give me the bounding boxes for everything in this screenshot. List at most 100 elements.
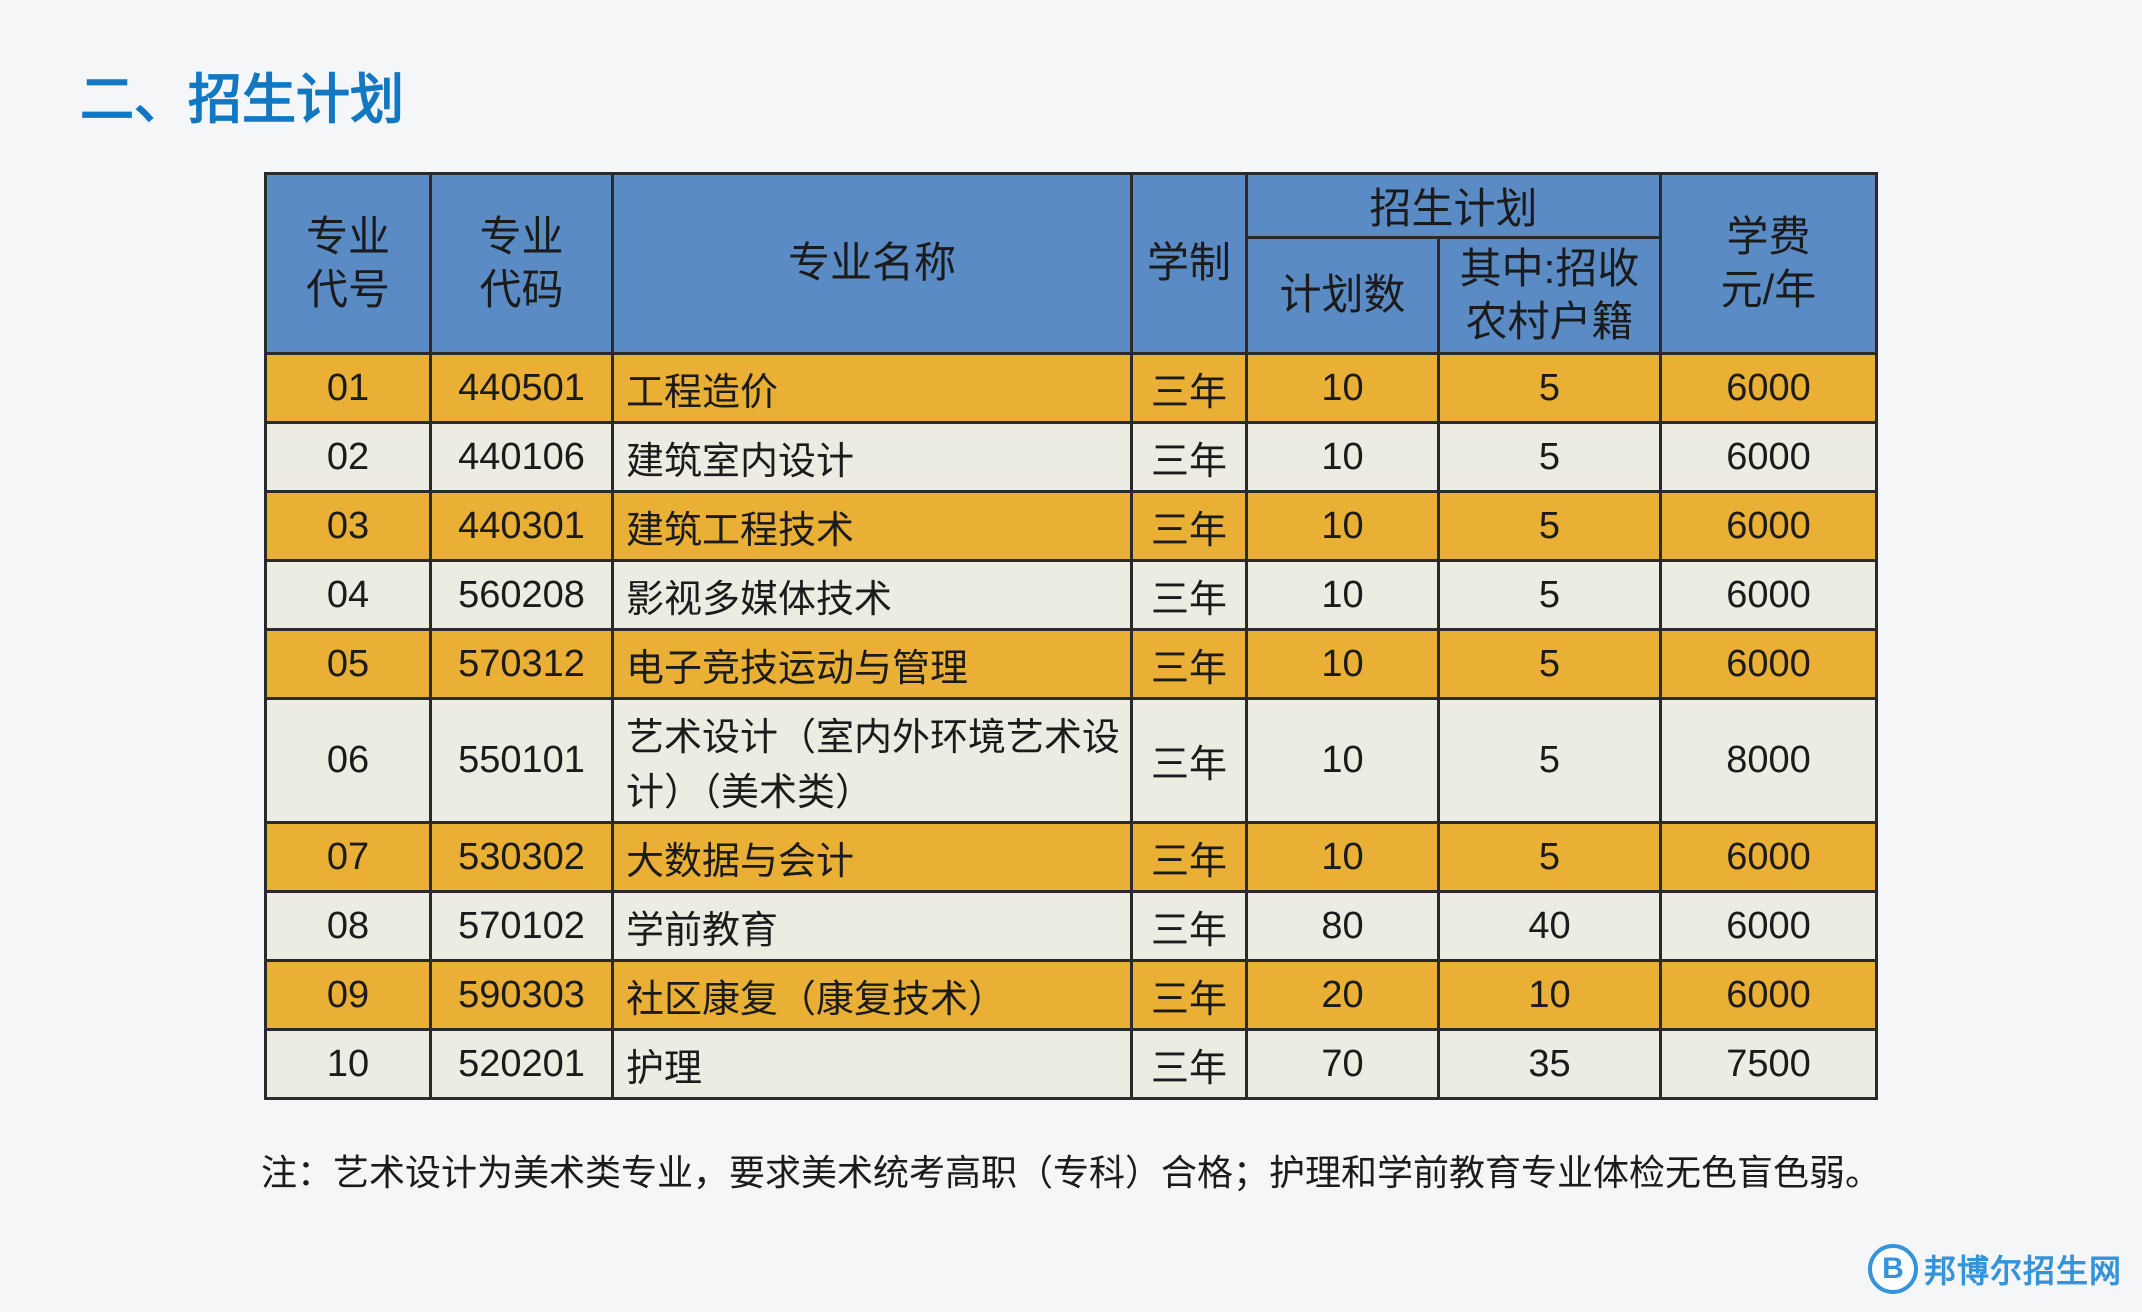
- slide-container: 二、招生计划 专业代号 专业代码 专业名称 学制 招生计划 学费元/年 计划数 …: [0, 0, 2142, 1312]
- cell-rural: 5: [1439, 423, 1661, 492]
- cell-years: 三年: [1132, 630, 1247, 699]
- watermark-text: 邦博尔招生网: [1924, 1246, 2122, 1292]
- th-plan-rural: 其中:招收农村户籍: [1439, 238, 1661, 354]
- watermark: B 邦博尔招生网: [1868, 1244, 2122, 1294]
- cell-plan: 20: [1247, 961, 1439, 1030]
- cell-fee: 7500: [1661, 1030, 1877, 1099]
- table-row: 05570312电子竞技运动与管理三年1056000: [266, 630, 1877, 699]
- cell-code: 440301: [431, 492, 613, 561]
- cell-years: 三年: [1132, 892, 1247, 961]
- cell-fee: 6000: [1661, 423, 1877, 492]
- cell-years: 三年: [1132, 699, 1247, 823]
- cell-code: 590303: [431, 961, 613, 1030]
- cell-code: 560208: [431, 561, 613, 630]
- th-line: 代码: [479, 266, 563, 313]
- watermark-badge-icon: B: [1868, 1244, 1918, 1294]
- cell-rural: 5: [1439, 492, 1661, 561]
- table-row: 09590303社区康复（康复技术）三年20106000: [266, 961, 1877, 1030]
- cell-code: 440501: [431, 354, 613, 423]
- cell-name: 电子竞技运动与管理: [613, 630, 1132, 699]
- header-row-1: 专业代号 专业代码 专业名称 学制 招生计划 学费元/年: [266, 174, 1877, 238]
- th-major-id: 专业代号: [266, 174, 431, 354]
- cell-years: 三年: [1132, 561, 1247, 630]
- cell-fee: 6000: [1661, 630, 1877, 699]
- cell-plan: 80: [1247, 892, 1439, 961]
- cell-fee: 6000: [1661, 561, 1877, 630]
- cell-id: 10: [266, 1030, 431, 1099]
- th-major-name: 专业名称: [613, 174, 1132, 354]
- cell-plan: 10: [1247, 354, 1439, 423]
- table-row: 10520201护理三年70357500: [266, 1030, 1877, 1099]
- note-container: 注：艺术设计为美术类专业，要求美术统考高职（专科）合格；护理和学前教育专业体检无…: [80, 1144, 2062, 1196]
- cell-id: 01: [266, 354, 431, 423]
- cell-id: 04: [266, 561, 431, 630]
- cell-rural: 5: [1439, 823, 1661, 892]
- cell-name: 学前教育: [613, 892, 1132, 961]
- table-row: 01440501工程造价三年1056000: [266, 354, 1877, 423]
- table-row: 02440106建筑室内设计三年1056000: [266, 423, 1877, 492]
- cell-plan: 10: [1247, 823, 1439, 892]
- cell-name: 影视多媒体技术: [613, 561, 1132, 630]
- th-line: 其中:招收: [1460, 245, 1640, 292]
- cell-plan: 10: [1247, 630, 1439, 699]
- table-body: 01440501工程造价三年105600002440106建筑室内设计三年105…: [266, 354, 1877, 1099]
- cell-rural: 5: [1439, 561, 1661, 630]
- cell-code: 570312: [431, 630, 613, 699]
- cell-name: 工程造价: [613, 354, 1132, 423]
- table-row: 04560208影视多媒体技术三年1056000: [266, 561, 1877, 630]
- cell-id: 07: [266, 823, 431, 892]
- cell-id: 02: [266, 423, 431, 492]
- cell-years: 三年: [1132, 823, 1247, 892]
- table-row: 06550101艺术设计（室内外环境艺术设计）（美术类）三年1058000: [266, 699, 1877, 823]
- cell-code: 530302: [431, 823, 613, 892]
- th-line: 专业: [479, 213, 563, 260]
- cell-plan: 10: [1247, 561, 1439, 630]
- section-title: 二、招生计划: [80, 55, 2062, 134]
- cell-years: 三年: [1132, 354, 1247, 423]
- cell-name: 护理: [613, 1030, 1132, 1099]
- cell-id: 05: [266, 630, 431, 699]
- cell-plan: 10: [1247, 492, 1439, 561]
- cell-id: 03: [266, 492, 431, 561]
- footnote-text: 注：艺术设计为美术类专业，要求美术统考高职（专科）合格；护理和学前教育专业体检无…: [261, 1144, 1881, 1196]
- cell-years: 三年: [1132, 1030, 1247, 1099]
- th-line: 专业: [306, 213, 390, 260]
- th-duration: 学制: [1132, 174, 1247, 354]
- cell-fee: 6000: [1661, 492, 1877, 561]
- cell-years: 三年: [1132, 492, 1247, 561]
- cell-rural: 5: [1439, 699, 1661, 823]
- th-major-code: 专业代码: [431, 174, 613, 354]
- cell-fee: 8000: [1661, 699, 1877, 823]
- th-line: 元/年: [1721, 266, 1817, 313]
- enrollment-plan-table: 专业代号 专业代码 专业名称 学制 招生计划 学费元/年 计划数 其中:招收农村…: [264, 172, 1878, 1100]
- cell-plan: 70: [1247, 1030, 1439, 1099]
- cell-code: 550101: [431, 699, 613, 823]
- th-line: 代号: [306, 266, 390, 313]
- cell-name: 大数据与会计: [613, 823, 1132, 892]
- th-plan-group: 招生计划: [1247, 174, 1661, 238]
- th-line: 学制: [1147, 239, 1231, 286]
- th-line: 农村户籍: [1465, 298, 1633, 345]
- th-line: 专业名称: [788, 239, 956, 286]
- cell-fee: 6000: [1661, 823, 1877, 892]
- cell-plan: 10: [1247, 699, 1439, 823]
- table-row: 07530302大数据与会计三年1056000: [266, 823, 1877, 892]
- cell-rural: 10: [1439, 961, 1661, 1030]
- cell-fee: 6000: [1661, 354, 1877, 423]
- cell-name: 社区康复（康复技术）: [613, 961, 1132, 1030]
- cell-plan: 10: [1247, 423, 1439, 492]
- cell-rural: 5: [1439, 630, 1661, 699]
- cell-id: 09: [266, 961, 431, 1030]
- cell-rural: 35: [1439, 1030, 1661, 1099]
- cell-name: 建筑工程技术: [613, 492, 1132, 561]
- table-header: 专业代号 专业代码 专业名称 学制 招生计划 学费元/年 计划数 其中:招收农村…: [266, 174, 1877, 354]
- cell-id: 06: [266, 699, 431, 823]
- table-row: 03440301建筑工程技术三年1056000: [266, 492, 1877, 561]
- cell-years: 三年: [1132, 423, 1247, 492]
- cell-name: 艺术设计（室内外环境艺术设计）（美术类）: [613, 699, 1132, 823]
- th-line: 计划数: [1279, 271, 1405, 318]
- cell-id: 08: [266, 892, 431, 961]
- table-row: 08570102学前教育三年80406000: [266, 892, 1877, 961]
- cell-years: 三年: [1132, 961, 1247, 1030]
- cell-fee: 6000: [1661, 961, 1877, 1030]
